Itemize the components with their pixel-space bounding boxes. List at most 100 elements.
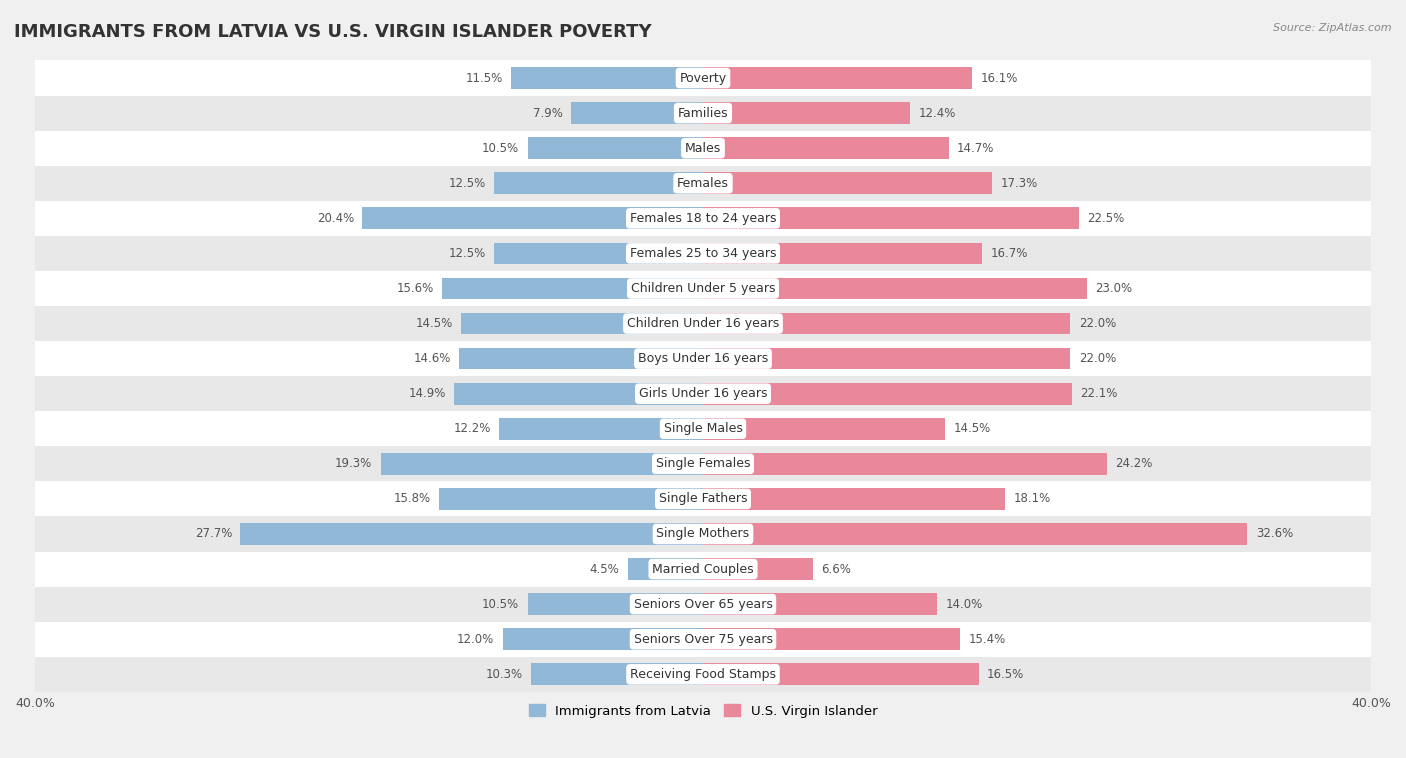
Bar <box>35 61 1371 96</box>
Bar <box>703 418 945 440</box>
Text: 24.2%: 24.2% <box>1115 457 1153 471</box>
Bar <box>703 137 949 159</box>
Bar <box>35 412 1371 446</box>
Bar <box>703 67 972 89</box>
Text: 7.9%: 7.9% <box>533 107 562 120</box>
Text: 15.4%: 15.4% <box>969 633 1005 646</box>
Bar <box>35 271 1371 306</box>
Text: Seniors Over 75 years: Seniors Over 75 years <box>634 633 772 646</box>
Text: 10.5%: 10.5% <box>482 597 519 611</box>
Text: Boys Under 16 years: Boys Under 16 years <box>638 352 768 365</box>
Text: 19.3%: 19.3% <box>335 457 373 471</box>
Text: 12.4%: 12.4% <box>918 107 956 120</box>
Bar <box>35 130 1371 166</box>
Bar <box>460 348 703 369</box>
Text: Source: ZipAtlas.com: Source: ZipAtlas.com <box>1274 23 1392 33</box>
Text: 23.0%: 23.0% <box>1095 282 1133 295</box>
Bar <box>495 172 703 194</box>
Bar <box>502 628 703 650</box>
Bar <box>454 383 703 405</box>
Bar <box>35 236 1371 271</box>
Text: 10.3%: 10.3% <box>485 668 523 681</box>
Text: 11.5%: 11.5% <box>465 71 502 85</box>
Bar <box>35 481 1371 516</box>
Bar <box>703 277 1087 299</box>
Text: 14.5%: 14.5% <box>415 317 453 330</box>
Text: IMMIGRANTS FROM LATVIA VS U.S. VIRGIN ISLANDER POVERTY: IMMIGRANTS FROM LATVIA VS U.S. VIRGIN IS… <box>14 23 652 41</box>
Text: 15.8%: 15.8% <box>394 493 430 506</box>
Text: 4.5%: 4.5% <box>589 562 620 575</box>
Bar <box>35 446 1371 481</box>
Bar <box>35 552 1371 587</box>
Bar <box>35 306 1371 341</box>
Text: 22.0%: 22.0% <box>1078 352 1116 365</box>
Text: Single Females: Single Females <box>655 457 751 471</box>
Text: 12.5%: 12.5% <box>449 177 486 190</box>
Bar <box>628 558 703 580</box>
Bar <box>703 172 993 194</box>
Text: Females 25 to 34 years: Females 25 to 34 years <box>630 247 776 260</box>
Text: 15.6%: 15.6% <box>396 282 434 295</box>
Text: Girls Under 16 years: Girls Under 16 years <box>638 387 768 400</box>
Text: 14.5%: 14.5% <box>953 422 991 435</box>
Bar <box>703 383 1073 405</box>
Bar <box>461 312 703 334</box>
Text: Receiving Food Stamps: Receiving Food Stamps <box>630 668 776 681</box>
Legend: Immigrants from Latvia, U.S. Virgin Islander: Immigrants from Latvia, U.S. Virgin Isla… <box>523 699 883 723</box>
Bar <box>363 208 703 229</box>
Bar <box>35 622 1371 656</box>
Bar <box>510 67 703 89</box>
Text: Single Mothers: Single Mothers <box>657 528 749 540</box>
Bar <box>35 656 1371 692</box>
Bar <box>571 102 703 124</box>
Text: 20.4%: 20.4% <box>316 211 354 225</box>
Text: Females 18 to 24 years: Females 18 to 24 years <box>630 211 776 225</box>
Text: 14.9%: 14.9% <box>408 387 446 400</box>
Bar <box>381 453 703 475</box>
Bar <box>703 488 1005 510</box>
Bar <box>35 166 1371 201</box>
Bar <box>499 418 703 440</box>
Bar <box>703 348 1070 369</box>
Text: 17.3%: 17.3% <box>1000 177 1038 190</box>
Text: Children Under 5 years: Children Under 5 years <box>631 282 775 295</box>
Text: 27.7%: 27.7% <box>194 528 232 540</box>
Bar <box>703 523 1247 545</box>
Text: 14.0%: 14.0% <box>945 597 983 611</box>
Text: Poverty: Poverty <box>679 71 727 85</box>
Bar <box>495 243 703 265</box>
Text: 22.1%: 22.1% <box>1080 387 1118 400</box>
Bar <box>703 208 1078 229</box>
Text: 16.5%: 16.5% <box>987 668 1024 681</box>
Bar <box>703 663 979 685</box>
Bar <box>527 137 703 159</box>
Bar <box>240 523 703 545</box>
Text: Single Fathers: Single Fathers <box>659 493 747 506</box>
Bar <box>703 243 981 265</box>
Bar <box>35 341 1371 376</box>
Bar <box>703 594 936 615</box>
Text: 32.6%: 32.6% <box>1256 528 1294 540</box>
Text: Females: Females <box>678 177 728 190</box>
Text: 12.2%: 12.2% <box>454 422 491 435</box>
Bar <box>531 663 703 685</box>
Bar <box>703 102 910 124</box>
Bar <box>35 516 1371 552</box>
Bar <box>703 312 1070 334</box>
Bar <box>527 594 703 615</box>
Bar <box>439 488 703 510</box>
Text: 16.1%: 16.1% <box>980 71 1018 85</box>
Bar <box>703 453 1107 475</box>
Text: 18.1%: 18.1% <box>1014 493 1050 506</box>
Text: Single Males: Single Males <box>664 422 742 435</box>
Text: Families: Families <box>678 107 728 120</box>
Text: 12.5%: 12.5% <box>449 247 486 260</box>
Text: 10.5%: 10.5% <box>482 142 519 155</box>
Bar <box>35 587 1371 622</box>
Text: Seniors Over 65 years: Seniors Over 65 years <box>634 597 772 611</box>
Bar <box>35 201 1371 236</box>
Bar <box>703 558 813 580</box>
Text: Children Under 16 years: Children Under 16 years <box>627 317 779 330</box>
Text: 6.6%: 6.6% <box>821 562 852 575</box>
Bar <box>443 277 703 299</box>
